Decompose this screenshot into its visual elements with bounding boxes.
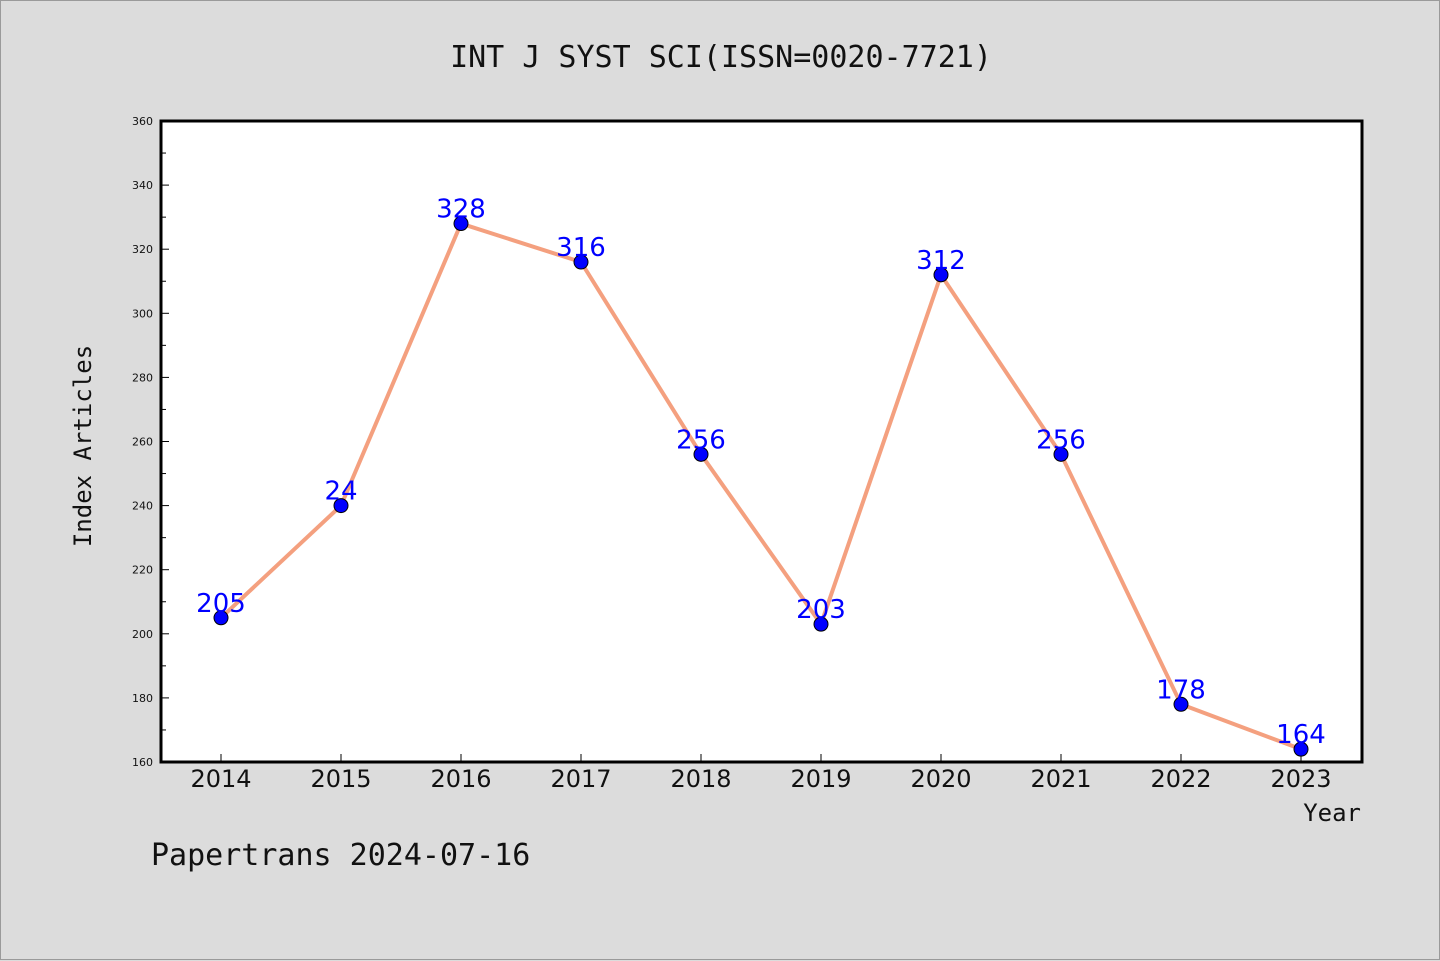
data-label: 203 <box>796 595 846 625</box>
data-point <box>213 610 229 626</box>
y-tick-label: 260 <box>132 436 153 449</box>
data-point <box>453 216 469 232</box>
x-tick-label: 2021 <box>1030 765 1091 793</box>
data-label: 205 <box>196 589 246 619</box>
data-label: 328 <box>436 195 486 225</box>
y-tick-label: 340 <box>132 179 153 192</box>
footer-credit: Papertrans 2024-07-16 <box>151 838 530 873</box>
data-label: 256 <box>1036 425 1086 455</box>
data-label: 24 <box>324 477 357 507</box>
plot-area <box>159 119 1364 764</box>
x-tick-label: 2017 <box>550 765 611 793</box>
data-point <box>333 498 349 514</box>
data-point <box>1293 741 1309 757</box>
data-point <box>573 254 589 270</box>
x-tick-label: 2015 <box>310 765 371 793</box>
x-axis: 2014 2015 2016 2017 2018 2019 2020 2021 2022 2023 <box>190 754 1332 793</box>
chart-title: INT J SYST SCI(ISSN=0020-7721) <box>450 40 992 75</box>
data-point <box>1053 446 1069 462</box>
data-label: 316 <box>556 233 606 263</box>
y-tick-label: 160 <box>132 756 153 769</box>
x-tick-label: 2020 <box>910 765 971 793</box>
series-polyline <box>219 221 1302 752</box>
data-label: 312 <box>916 246 966 276</box>
y-tick-label: 200 <box>132 628 153 641</box>
x-tick-label: 2018 <box>670 765 731 793</box>
y-axis-label: Index Articles <box>69 345 97 547</box>
x-axis-label: Year <box>1303 799 1361 827</box>
y-axis: 160 180 200 220 240 260 280 300 320 340 360 <box>132 115 169 769</box>
data-point <box>813 616 829 632</box>
data-label: 256 <box>676 425 726 455</box>
y-tick-label: 300 <box>132 307 153 320</box>
y-tick-label: 180 <box>132 692 153 705</box>
data-label: 178 <box>1156 675 1206 705</box>
data-label: 164 <box>1276 720 1326 750</box>
y-tick-label: 280 <box>132 371 153 384</box>
data-point <box>693 446 709 462</box>
data-point <box>1173 696 1189 712</box>
series-line <box>213 216 1309 757</box>
data-labels: 205 24 328 316 256 203 312 256 178 164 <box>196 195 1326 751</box>
data-point <box>933 267 949 283</box>
x-tick-label: 2014 <box>190 765 251 793</box>
y-tick-label: 220 <box>132 564 153 577</box>
x-tick-label: 2022 <box>1150 765 1211 793</box>
y-tick-label: 320 <box>132 243 153 256</box>
y-tick-label: 240 <box>132 500 153 513</box>
x-tick-label: 2023 <box>1270 765 1331 793</box>
x-tick-label: 2016 <box>430 765 491 793</box>
y-tick-label: 360 <box>132 115 153 128</box>
x-tick-label: 2019 <box>790 765 851 793</box>
